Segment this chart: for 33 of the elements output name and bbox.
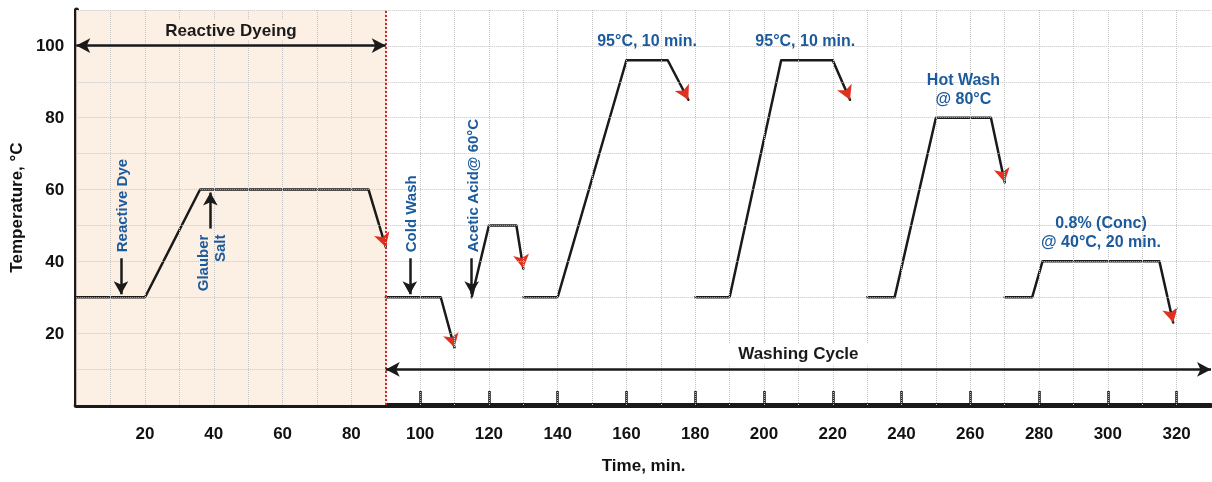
x-tick-label: 180 [681, 424, 710, 443]
annotation: 0.8% (Conc) @ 40°C, 20 min. [1041, 214, 1161, 251]
x-tick-label: 140 [543, 424, 572, 443]
y-tick-label: 60 [45, 180, 65, 200]
annotation: Hot Wash @ 80°C [926, 70, 1001, 107]
x-tick-label: 300 [1093, 424, 1123, 443]
annotation: Cold Wash [402, 175, 420, 253]
y-tick-label: 40 [45, 251, 65, 271]
y-tick-label: 20 [45, 323, 65, 343]
annotation: 95°C, 10 min. [597, 32, 697, 50]
x-tick-label: 60 [273, 424, 293, 443]
annotation: Washing Cycle [738, 344, 859, 364]
x-tick-label: 320 [1162, 424, 1191, 443]
x-tick-label: 40 [204, 424, 224, 443]
x-tick-label: 100 [405, 424, 435, 443]
x-tick-label: 280 [1024, 424, 1054, 443]
band-label: Reactive Dyeing [165, 20, 297, 40]
x-tick-label: 160 [612, 424, 641, 443]
y-tick-label: 100 [35, 36, 65, 56]
x-tick-label: 200 [749, 424, 779, 443]
x-axis-title: Time, min. [601, 456, 686, 475]
annotation: 95°C, 10 min. [755, 32, 856, 50]
y-tick-label: 80 [45, 108, 65, 128]
annotation: Reactive Dye [113, 158, 131, 253]
y-axis-title: Temperature, °C [7, 142, 26, 273]
x-tick-label: 260 [956, 424, 985, 443]
x-tick-label: 240 [887, 424, 916, 443]
x-tick-label: 220 [818, 424, 847, 443]
annotation: Glauber Salt [194, 234, 229, 292]
x-tick-label: 80 [341, 424, 361, 443]
annotation: Acetic Acid@ 60°C [464, 118, 482, 253]
x-tick-label: 20 [135, 424, 155, 443]
x-tick-label: 120 [474, 424, 504, 443]
